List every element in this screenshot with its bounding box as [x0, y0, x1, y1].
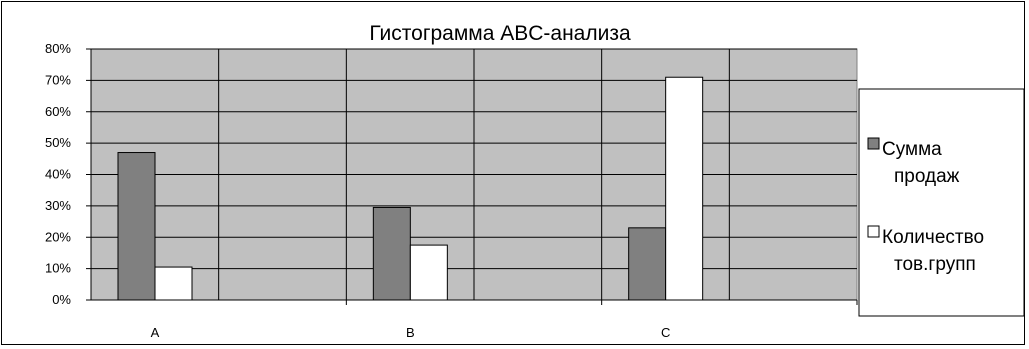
bar — [665, 76, 704, 301]
y-axis-ticks: 0% 10% 20% 30% 40% 50% 60% 70% 80% — [45, 41, 857, 307]
legend-label: тов.групп — [894, 254, 976, 275]
x-tick-label: C — [661, 325, 670, 340]
y-tick-label: 80% — [45, 41, 71, 56]
legend: Сумма продаж Количество тов.групп — [858, 88, 1025, 317]
y-tick-label: 60% — [45, 104, 71, 119]
y-tick-label: 40% — [45, 167, 71, 182]
bar — [372, 206, 411, 301]
bars — [117, 76, 704, 301]
legend-label: Сумма — [882, 139, 942, 160]
bar — [628, 227, 667, 301]
legend-label: продаж — [894, 166, 960, 187]
y-tick-label: 70% — [45, 72, 71, 87]
legend-box — [858, 88, 1025, 317]
y-tick-label: 0% — [52, 292, 71, 307]
x-tick-label: B — [406, 325, 415, 340]
x-tick-label: A — [151, 325, 160, 340]
vertical-gridlines — [218, 49, 730, 300]
x-axis-ticks: A B C — [151, 300, 858, 340]
bar — [409, 244, 448, 301]
y-tick-label: 30% — [45, 198, 71, 213]
y-tick-label: 50% — [45, 135, 71, 150]
legend-swatch — [867, 225, 880, 238]
legend-swatch — [867, 137, 880, 150]
y-tick-label: 10% — [45, 261, 71, 276]
y-tick-label: 20% — [45, 229, 71, 244]
bar — [154, 266, 193, 301]
chart-title: Гистограмма ABC-анализа — [369, 22, 631, 45]
bar — [117, 152, 156, 301]
legend-label: Количество — [882, 227, 984, 248]
